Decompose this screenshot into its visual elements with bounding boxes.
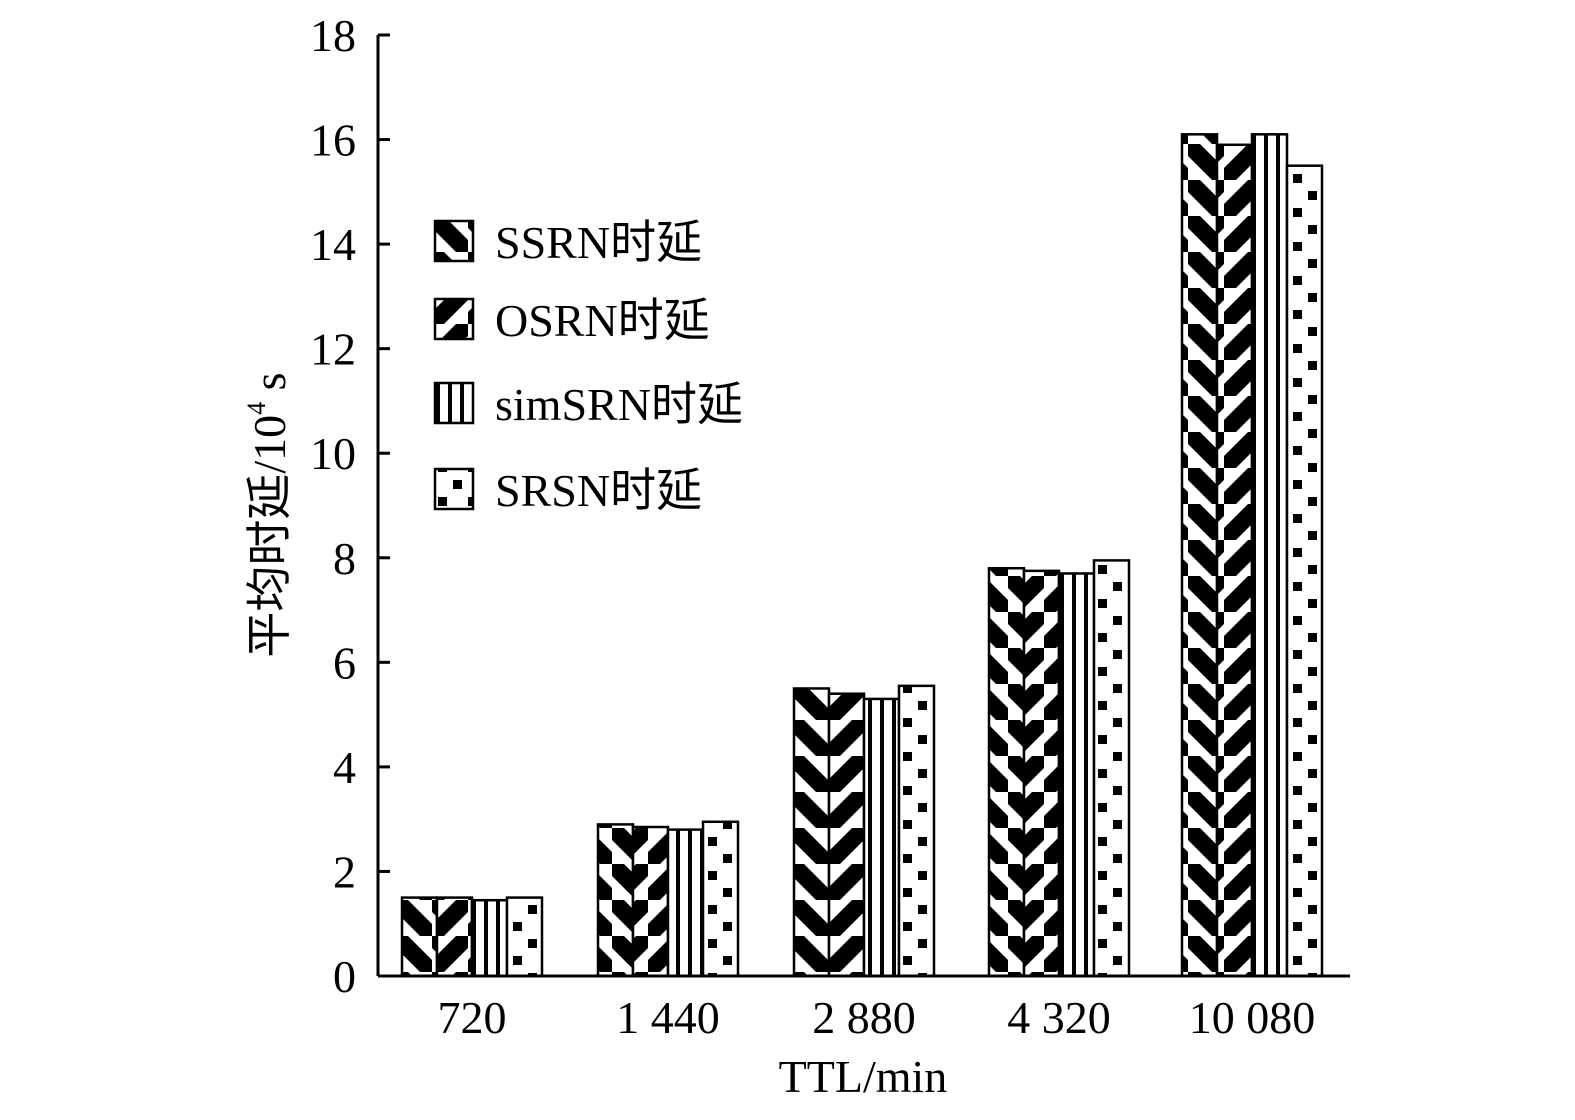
bar-SRSN时延-4 320 — [1092, 559, 1131, 978]
legend-label: SSRN时延 — [495, 217, 702, 268]
bar-OSRN时延-1 440 — [631, 825, 670, 978]
y-ticks: 0 2 4 6 8 10 12 14 16 18 — [310, 10, 390, 1002]
bar-OSRN时延-720 — [435, 896, 474, 978]
bar-SRSN时延-720 — [505, 896, 544, 978]
x-tick-label: 10 080 — [1189, 992, 1316, 1043]
y-tick-label: 10 — [310, 428, 356, 479]
x-tick-label: 1 440 — [616, 992, 720, 1043]
legend: SSRN时延 OSRN时延 simSRN时延 SRSN时延 — [433, 217, 743, 516]
bar-SSRN时延-10 080 — [1180, 133, 1219, 978]
y-axis-label-unit: s — [244, 372, 295, 401]
bar-OSRN时延-10 080 — [1215, 143, 1254, 978]
y-axis-label-exponent: 4 — [242, 402, 271, 415]
bar-simSRN时延-720 — [470, 898, 509, 978]
bar-SSRN时延-720 — [400, 896, 439, 978]
bar-SRSN时延-1 440 — [701, 820, 740, 978]
legend-label: simSRN时延 — [495, 379, 743, 430]
bar-simSRN时延-4 320 — [1057, 572, 1096, 978]
legend-swatch — [433, 297, 475, 341]
bar-OSRN时延-2 880 — [827, 692, 866, 978]
y-tick-label: 18 — [310, 10, 356, 61]
y-tick-label: 8 — [333, 533, 356, 584]
x-tick-label: 2 880 — [812, 992, 916, 1043]
legend-swatch — [433, 219, 475, 263]
legend-swatch — [433, 467, 475, 511]
y-tick-label: 2 — [333, 846, 356, 897]
y-tick-label: 16 — [310, 115, 356, 166]
y-tick-label: 6 — [333, 637, 356, 688]
y-axis-label-main: 平均时延/10 — [244, 415, 295, 658]
y-axis-label: 平均时延/104 s — [242, 372, 295, 657]
bar-simSRN时延-2 880 — [862, 697, 901, 978]
x-tick-label: 4 320 — [1007, 992, 1111, 1043]
y-tick-label: 12 — [310, 324, 356, 375]
legend-label: OSRN时延 — [495, 295, 710, 346]
bar-simSRN时延-10 080 — [1250, 133, 1289, 978]
bars-group — [400, 133, 1324, 978]
legend-label: SRSN时延 — [495, 465, 702, 516]
bar-SRSN时延-2 880 — [897, 684, 936, 978]
bar-SRSN时延-10 080 — [1285, 164, 1324, 978]
legend-swatch — [433, 381, 475, 425]
bar-SSRN时延-4 320 — [987, 566, 1026, 978]
x-tick-label: 720 — [438, 992, 507, 1043]
bar-simSRN时延-1 440 — [666, 828, 705, 978]
bar-SSRN时延-2 880 — [792, 687, 831, 978]
x-axis-label: TTL/min — [779, 1051, 948, 1102]
y-tick-label: 0 — [333, 951, 356, 1002]
y-tick-label: 14 — [310, 219, 356, 270]
y-tick-label: 4 — [333, 742, 356, 793]
bar-OSRN时延-4 320 — [1022, 569, 1061, 978]
bar-SSRN时延-1 440 — [596, 823, 635, 978]
x-ticks: 720 1 440 2 880 4 320 10 080 — [438, 992, 1316, 1043]
